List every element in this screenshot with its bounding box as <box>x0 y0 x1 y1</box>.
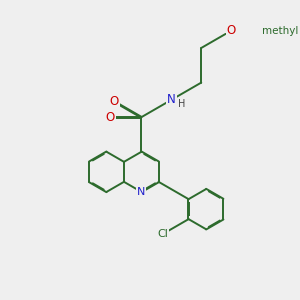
Text: O: O <box>110 95 119 108</box>
Text: H: H <box>178 99 185 109</box>
Text: methyl: methyl <box>262 26 299 36</box>
Text: N: N <box>167 93 176 106</box>
Text: Cl: Cl <box>158 229 169 239</box>
Text: O: O <box>226 24 236 37</box>
Text: N: N <box>137 187 146 197</box>
Text: O: O <box>106 111 115 124</box>
